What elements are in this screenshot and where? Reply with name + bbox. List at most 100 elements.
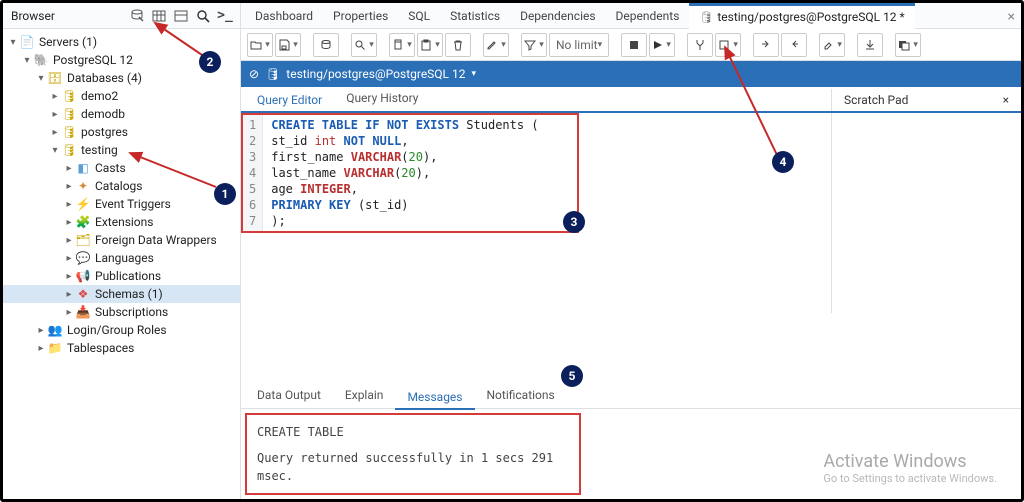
tab-data-output[interactable]: Data Output bbox=[245, 384, 333, 408]
tree-languages[interactable]: ▸💬Languages bbox=[3, 249, 240, 267]
database-icon: 🛢 bbox=[61, 107, 77, 121]
tab-dependents[interactable]: Dependents bbox=[606, 3, 690, 29]
callout-3: 3 bbox=[563, 211, 585, 233]
output-tabs: Data Output Explain Messages Notificatio… bbox=[241, 383, 1021, 409]
editor-tabs: Query Editor Query History Scratch Pad× bbox=[241, 87, 1021, 113]
tab-statistics[interactable]: Statistics bbox=[440, 3, 510, 29]
macros-button[interactable] bbox=[895, 33, 921, 57]
connection-bar[interactable]: ⊘ 🛢 testing/postgres@PostgreSQL 12 ▾ bbox=[241, 61, 1021, 87]
main-panel: Dashboard Properties SQL Statistics Depe… bbox=[241, 3, 1021, 499]
download-button[interactable] bbox=[857, 33, 883, 57]
callout-4: 4 bbox=[772, 151, 794, 173]
save-file-button[interactable] bbox=[275, 33, 301, 57]
callout-2: 2 bbox=[199, 51, 221, 73]
cancel-icon[interactable]: ⊘ bbox=[249, 67, 259, 81]
tree-tablespaces[interactable]: ▸📁Tablespaces bbox=[3, 339, 240, 357]
subscriptions-icon: 📥 bbox=[75, 305, 91, 319]
tree-event-triggers[interactable]: ▸⚡Event Triggers bbox=[3, 195, 240, 213]
tree-login-roles[interactable]: ▸👥Login/Group Roles bbox=[3, 321, 240, 339]
login-roles-icon: 👥 bbox=[47, 323, 63, 337]
sidebar-title: Browser bbox=[11, 9, 55, 23]
paste-button[interactable] bbox=[417, 33, 443, 57]
close-scratch-icon[interactable]: × bbox=[1003, 93, 1009, 107]
execute-button[interactable] bbox=[649, 33, 675, 57]
edit-button[interactable] bbox=[483, 33, 509, 57]
explain-button[interactable] bbox=[687, 33, 713, 57]
sidebar-header: Browser >_ bbox=[3, 3, 240, 29]
object-tree: ▾📄Servers (1) ▾🐘PostgreSQL 12 ▾🗄Database… bbox=[3, 29, 240, 499]
browser-sidebar: Browser >_ ▾📄Servers (1) ▾🐘PostgreSQL bbox=[3, 3, 241, 499]
catalogs-icon: ✦ bbox=[75, 179, 91, 193]
databases-icon: 🗄 bbox=[47, 71, 63, 85]
limit-combo[interactable]: No limit▾ bbox=[549, 33, 609, 57]
event-triggers-icon: ⚡ bbox=[75, 197, 91, 211]
tab-dashboard[interactable]: Dashboard bbox=[245, 3, 323, 29]
scratch-pad-header: Scratch Pad× bbox=[831, 89, 1021, 111]
tree-fdw[interactable]: ▸🗂Foreign Data Wrappers bbox=[3, 231, 240, 249]
editor-body: 1234567 CREATE TABLE IF NOT EXISTS Stude… bbox=[241, 113, 1021, 313]
languages-icon: 💬 bbox=[75, 251, 91, 265]
scratch-pad[interactable] bbox=[831, 113, 1021, 313]
view-data-icon[interactable] bbox=[148, 5, 170, 27]
open-file-button[interactable] bbox=[247, 33, 273, 57]
tab-notifications[interactable]: Notifications bbox=[475, 384, 567, 408]
callout-1: 1 bbox=[214, 183, 236, 205]
close-tab-icon[interactable]: × bbox=[1008, 9, 1015, 25]
code-text[interactable]: CREATE TABLE IF NOT EXISTS Students ( st… bbox=[263, 115, 546, 231]
database-icon: 🛢 bbox=[61, 143, 77, 157]
tree-publications[interactable]: ▸📢Publications bbox=[3, 267, 240, 285]
clear-button[interactable] bbox=[819, 33, 845, 57]
commit-button[interactable] bbox=[753, 33, 779, 57]
top-tabs: Dashboard Properties SQL Statistics Depe… bbox=[241, 3, 1021, 29]
query-tool-icon[interactable] bbox=[126, 5, 148, 27]
tree-db-postgres[interactable]: ▸🛢postgres bbox=[3, 123, 240, 141]
tab-dependencies[interactable]: Dependencies bbox=[510, 3, 605, 29]
database-icon: 🛢 bbox=[265, 67, 280, 81]
fdw-icon: 🗂 bbox=[75, 233, 91, 247]
casts-icon: ◧ bbox=[75, 161, 91, 175]
elephant-icon: 🐘 bbox=[33, 53, 49, 67]
tree-db-demo2[interactable]: ▸🛢demo2 bbox=[3, 87, 240, 105]
sidebar-toolbar: >_ bbox=[126, 5, 236, 27]
chevron-down-icon[interactable]: ▾ bbox=[472, 69, 477, 79]
tree-schemas[interactable]: ▸❖Schemas (1) bbox=[3, 285, 240, 303]
tab-explain[interactable]: Explain bbox=[333, 384, 396, 408]
line-gutter: 1234567 bbox=[243, 115, 263, 231]
tablespaces-icon: 📁 bbox=[47, 341, 63, 355]
filter-button[interactable] bbox=[521, 33, 547, 57]
delete-row-button[interactable] bbox=[445, 33, 471, 57]
messages-output: CREATE TABLE Query returned successfully… bbox=[245, 413, 581, 495]
psql-icon[interactable]: >_ bbox=[214, 5, 236, 27]
tree-db-testing[interactable]: ▾🛢testing bbox=[3, 141, 240, 159]
tree-subscriptions[interactable]: ▸📥Subscriptions bbox=[3, 303, 240, 321]
tree-db-demodb[interactable]: ▸🛢demodb bbox=[3, 105, 240, 123]
tab-sql[interactable]: SQL bbox=[398, 3, 440, 29]
publications-icon: 📢 bbox=[75, 269, 91, 283]
code-editor[interactable]: 1234567 CREATE TABLE IF NOT EXISTS Stude… bbox=[241, 113, 831, 313]
stop-button[interactable] bbox=[621, 33, 647, 57]
tree-casts[interactable]: ▸◧Casts bbox=[3, 159, 240, 177]
rollback-button[interactable] bbox=[781, 33, 807, 57]
tree-servers[interactable]: ▾📄Servers (1) bbox=[3, 33, 240, 51]
tab-properties[interactable]: Properties bbox=[323, 3, 398, 29]
callout-5: 5 bbox=[561, 365, 583, 387]
extensions-icon: 🧩 bbox=[75, 215, 91, 229]
save-data-button[interactable] bbox=[313, 33, 339, 57]
explain-analyze-button[interactable] bbox=[715, 33, 741, 57]
copy-button[interactable] bbox=[389, 33, 415, 57]
database-icon: 🛢 bbox=[699, 11, 713, 24]
tab-query-history[interactable]: Query History bbox=[334, 87, 430, 111]
tree-extensions[interactable]: ▸🧩Extensions bbox=[3, 213, 240, 231]
database-icon: 🛢 bbox=[61, 89, 77, 103]
schemas-icon: ❖ bbox=[75, 287, 91, 301]
tab-messages[interactable]: Messages bbox=[395, 386, 474, 410]
search-icon[interactable] bbox=[192, 5, 214, 27]
tab-query-tool[interactable]: 🛢testing/postgres@PostgreSQL 12 *× bbox=[689, 3, 914, 29]
server-group-icon: 📄 bbox=[19, 35, 35, 49]
query-toolbar: No limit▾ bbox=[241, 29, 1021, 61]
tree-catalogs[interactable]: ▸✦Catalogs bbox=[3, 177, 240, 195]
find-button[interactable] bbox=[351, 33, 377, 57]
database-icon: 🛢 bbox=[61, 125, 77, 139]
filtered-rows-icon[interactable] bbox=[170, 5, 192, 27]
tab-query-editor[interactable]: Query Editor bbox=[245, 89, 334, 113]
